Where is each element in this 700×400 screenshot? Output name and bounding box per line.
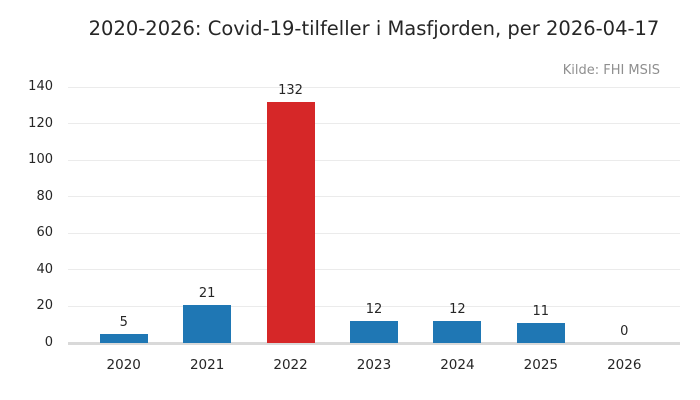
bar-slot-2022: 132	[249, 82, 332, 343]
gridline-y140	[68, 86, 680, 88]
value-label-2024: 12	[449, 302, 466, 318]
y-tick-label-120: 120	[28, 115, 53, 131]
bar-2023	[349, 321, 398, 343]
value-label-2023: 12	[365, 302, 383, 318]
plot-area: 5 21 132 12 12 11 0	[68, 82, 680, 345]
x-tick-label-2024: 2024	[440, 357, 475, 373]
y-tick-label-20: 20	[36, 298, 53, 314]
bar-slot-2023: 12	[332, 87, 415, 343]
x-tick-label-2021: 2021	[189, 357, 225, 373]
bar-slot-2020: 5	[82, 87, 165, 343]
value-label-2025: 11	[532, 303, 550, 319]
y-tick-label-40: 40	[36, 261, 53, 277]
bars-row: 5 21 132 12 12 11 0	[68, 82, 680, 343]
bar-slot-2024: 12	[416, 87, 499, 343]
source-note: Kilde: FHI MSIS	[562, 63, 660, 78]
gridline-y80	[68, 196, 680, 198]
bar-2025	[516, 322, 565, 343]
bar-2022	[266, 101, 315, 343]
value-label-2022: 132	[278, 82, 303, 98]
gridline-y20	[68, 305, 680, 307]
value-label-2020: 5	[119, 314, 128, 330]
bar-2021	[183, 304, 232, 343]
y-tick-label-100: 100	[28, 152, 53, 168]
x-tick-label-2023: 2023	[356, 357, 392, 373]
y-tick-label-80: 80	[36, 188, 53, 204]
gridline-y40	[68, 269, 680, 271]
y-tick-label-60: 60	[36, 225, 53, 241]
y-axis-tick-labels: 0 20 40 60 80 100 120 140	[0, 0, 53, 400]
bar-2024	[433, 321, 482, 343]
value-label-2021: 21	[198, 285, 216, 301]
bar-2020	[99, 333, 148, 343]
y-tick-label-0: 0	[44, 335, 53, 350]
x-tick-label-2025: 2025	[523, 357, 558, 373]
bar-slot-2021: 21	[165, 87, 248, 343]
value-label-2026: 0	[620, 324, 629, 339]
x-axis-tick-labels: 2020 2021 2022 2023 2024 2025 2026	[68, 357, 680, 373]
x-tick-label-2022: 2022	[273, 357, 308, 373]
gridline-y60	[68, 232, 680, 234]
gridline-y100	[68, 159, 680, 161]
bar-slot-2025: 11	[499, 87, 582, 343]
x-tick-label-2020: 2020	[106, 357, 141, 373]
x-tick-label-2026: 2026	[607, 357, 642, 373]
bar-slot-2026: 0	[583, 87, 666, 343]
x-axis-baseline	[68, 341, 680, 345]
chart-title: 2020-2026: Covid-19-tilfeller i Masfjord…	[88, 17, 660, 40]
gridline-y120	[68, 123, 680, 125]
y-tick-label-140: 140	[28, 79, 53, 94]
